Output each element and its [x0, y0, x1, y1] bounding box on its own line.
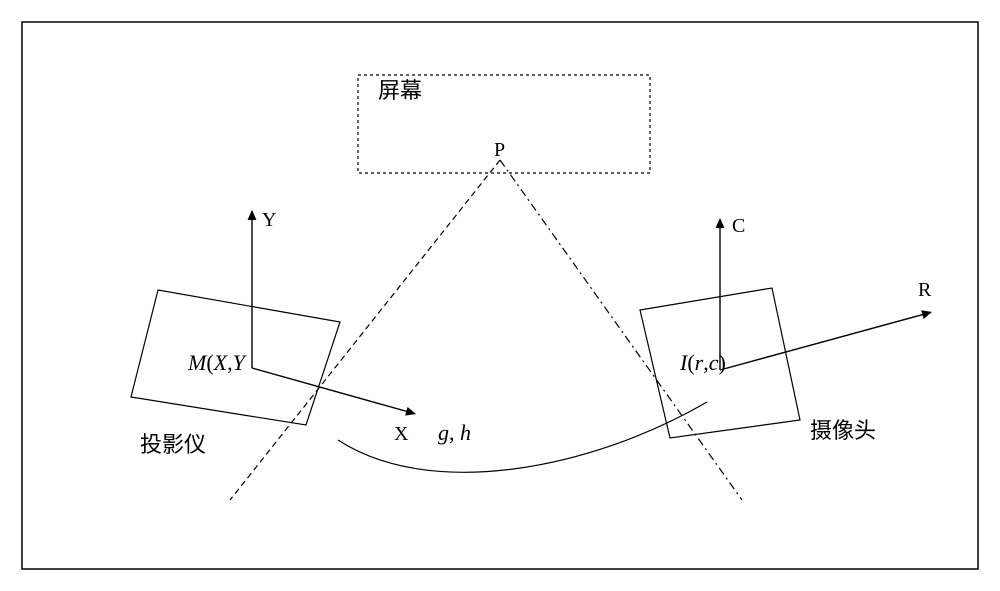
camera-origin-label: I(r,c) — [679, 350, 726, 375]
ray-right — [500, 160, 742, 500]
mapping-label: g, h — [438, 420, 471, 445]
axis-x-label: X — [394, 423, 409, 445]
projector-origin-label: M(X,Y — [187, 350, 248, 375]
camera-label: 摄像头 — [810, 418, 876, 443]
point-p-label: P — [494, 139, 505, 161]
outer-border — [22, 22, 978, 569]
screen-label: 屏幕 — [378, 78, 422, 103]
axis-y-label: Y — [262, 209, 276, 231]
axis-r-label: R — [918, 279, 932, 301]
axis-c-label: C — [732, 215, 745, 237]
projector-label: 投影仪 — [140, 432, 206, 457]
